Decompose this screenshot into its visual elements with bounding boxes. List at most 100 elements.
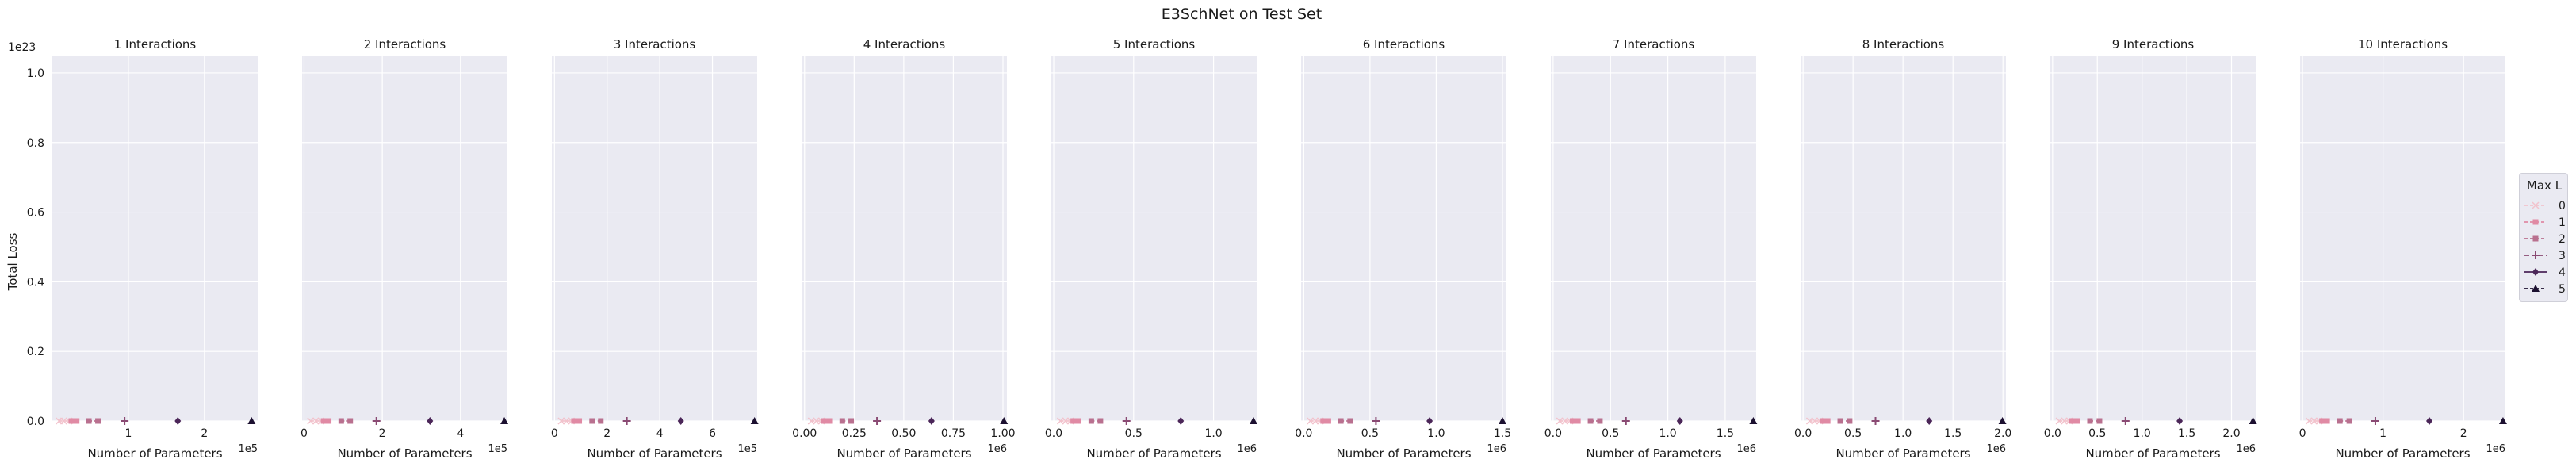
panel-7: 0.0 0.5 1.0 1.5 7 Interactions Number of Para…	[1544, 37, 1758, 461]
series-1	[571, 418, 583, 424]
plot-area	[302, 56, 507, 421]
data-point	[1998, 417, 2007, 424]
x-tick-label: 1.5	[1717, 427, 1734, 440]
legend-label: 3	[2559, 250, 2566, 262]
data-point	[1926, 417, 1933, 425]
data-point	[1498, 417, 1506, 424]
data-point	[1749, 417, 1758, 424]
series-5	[1998, 417, 2007, 424]
panel-title: 10 Interactions	[2358, 37, 2448, 52]
legend-marker	[2532, 251, 2540, 259]
data-point	[372, 417, 381, 425]
panel-1: 0.0 0.2 0.4 0.6 0.8 1.0 1 2 1 Interactions Number…	[27, 37, 258, 461]
data-point	[677, 417, 684, 425]
legend-marker	[2532, 235, 2539, 242]
legend-entry-1: 1	[2524, 216, 2566, 229]
panel-3: 0 2 4 6 3 Interactions Number of Parameters 1e…	[551, 37, 759, 461]
data-point	[598, 418, 604, 424]
data-point	[1088, 418, 1094, 424]
x-tick-label: 1	[2379, 427, 2387, 440]
series-4	[427, 417, 434, 425]
x-offset-label: 1e5	[737, 443, 757, 455]
series-4	[2176, 417, 2184, 425]
series-1	[1820, 418, 1831, 424]
legend-entry-2: 2	[2524, 233, 2566, 246]
x-tick-label: 0.0	[1794, 427, 1812, 440]
data-point	[1338, 418, 1344, 424]
x-tick-label: 1.0	[1427, 427, 1445, 440]
legend-graphic: Max L 0 1 2 3 4 5	[2524, 178, 2566, 296]
x-tick-label: 0.75	[941, 427, 966, 440]
x-axis-label: Number of Parameters	[1586, 446, 1721, 461]
x-offset-label: 1e5	[488, 443, 507, 455]
panel-8: 0.0 0.5 1.0 1.5 2.0 8 Interactions Number of P…	[1794, 37, 2011, 461]
series-2	[1837, 418, 1853, 424]
x-tick-label: 6	[709, 427, 716, 440]
data-point	[1426, 417, 1433, 425]
legend: Max L 0 1 2 3 4 5	[2519, 173, 2568, 302]
panel-6: 0.0 0.5 1.0 1.5 6 Interactions Number of Para…	[1295, 37, 1511, 461]
series-0	[1056, 417, 1074, 425]
data-point	[2074, 418, 2080, 424]
x-tick-label: 2	[201, 427, 208, 440]
x-tick-label: 0.25	[842, 427, 867, 440]
legend-marker	[2532, 285, 2540, 292]
x-tick-label: 1.00	[990, 427, 1015, 440]
data-point	[1097, 418, 1104, 424]
x-tick-label: 2	[379, 427, 386, 440]
data-point	[2249, 417, 2257, 424]
data-point	[1372, 417, 1380, 425]
data-point	[320, 418, 327, 424]
x-tick-label: 0.00	[792, 427, 817, 440]
series-3	[1871, 417, 1880, 425]
data-point	[1824, 418, 1831, 424]
plot-area	[52, 56, 258, 421]
panel-title: 1 Interactions	[114, 37, 197, 52]
series-5	[1498, 417, 1506, 424]
series-2	[1587, 418, 1603, 424]
series-1	[2069, 418, 2080, 424]
data-point	[326, 418, 332, 424]
panel-title: 2 Interactions	[364, 37, 446, 52]
x-offset-label: 1e6	[2236, 443, 2256, 455]
data-point	[74, 418, 80, 424]
series-3	[622, 417, 631, 425]
x-axis-label: Number of Parameters	[587, 446, 722, 461]
x-tick-label: 0.50	[891, 427, 916, 440]
x-tick-label: 1.5	[2178, 427, 2195, 440]
data-point	[750, 417, 759, 424]
series-2	[338, 418, 354, 424]
data-point	[2371, 417, 2379, 425]
series-5	[2249, 417, 2257, 424]
series-3	[1621, 417, 1630, 425]
x-tick-label: 0	[551, 427, 558, 440]
data-point	[2426, 417, 2433, 425]
panel-5: 0.0 0.5 1.0 5 Interactions Number of Paramet…	[1045, 37, 1257, 461]
x-tick-label: 0.0	[1544, 427, 1562, 440]
data-point	[59, 417, 67, 425]
series-1	[1569, 418, 1581, 424]
x-axis-label: Number of Parameters	[87, 446, 222, 461]
x-tick-label: 4	[656, 427, 664, 440]
plot-area	[2050, 56, 2256, 421]
panel-title: 5 Interactions	[1113, 37, 1196, 52]
panel-title: 3 Interactions	[614, 37, 696, 52]
data-point	[1837, 418, 1843, 424]
data-point	[2096, 418, 2103, 424]
data-point	[1621, 417, 1630, 425]
series-5	[247, 417, 256, 424]
data-point	[1070, 418, 1077, 424]
series-4	[1177, 417, 1185, 425]
series-1	[2319, 418, 2330, 424]
data-point	[2498, 417, 2507, 424]
panel-10: 0 1 2 10 Interactions Number of Parameters 1e…	[2299, 37, 2507, 461]
x-tick-label: 0.5	[1125, 427, 1143, 440]
y-tick-label: 0.2	[27, 346, 44, 358]
x-tick-label: 1	[124, 427, 132, 440]
panel-title: 6 Interactions	[1363, 37, 1445, 52]
series-3	[873, 417, 882, 425]
x-axis-label: Number of Parameters	[337, 446, 472, 461]
data-point	[1249, 417, 1257, 424]
panel-title: 8 Interactions	[1862, 37, 1945, 52]
y-offset-label: 1e23	[8, 41, 36, 54]
